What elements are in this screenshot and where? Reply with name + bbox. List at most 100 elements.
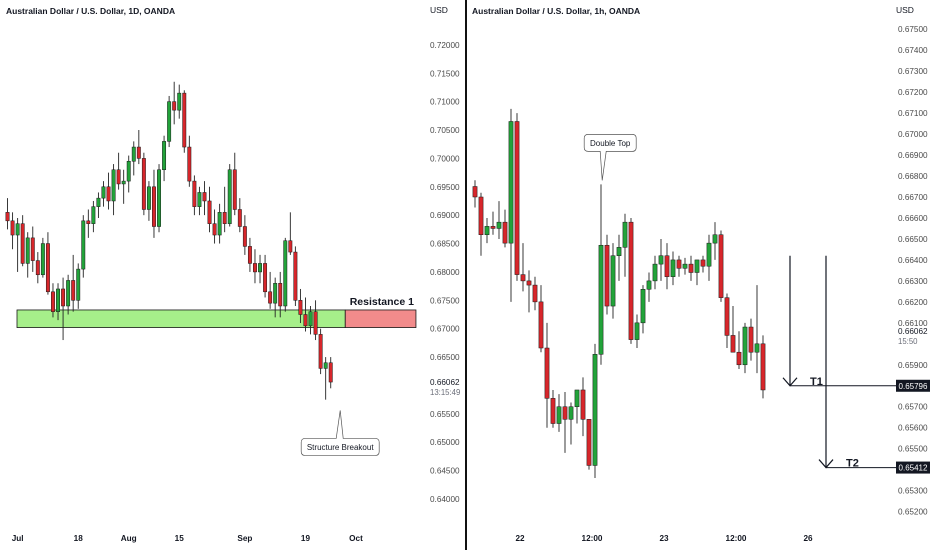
price-tick[interactable]: 0.67300	[898, 67, 928, 76]
price-tick[interactable]: 0.67200	[898, 88, 928, 97]
candle	[694, 259, 700, 286]
price-tick[interactable]: 0.66100	[898, 319, 928, 328]
time-tick[interactable]: 12:00	[726, 534, 747, 543]
candle-body-down	[207, 200, 212, 224]
candle	[162, 135, 167, 182]
price-tick[interactable]: 0.71000	[430, 98, 460, 107]
current-price-label[interactable]: 0.66062	[430, 378, 460, 387]
candle-body-down	[760, 343, 766, 391]
candle	[51, 283, 55, 318]
time-tick[interactable]: Jul	[12, 534, 24, 543]
candle-body-up	[146, 186, 151, 210]
time-tick[interactable]: 19	[301, 534, 311, 543]
candle	[303, 297, 308, 332]
price-tick[interactable]: 0.66600	[898, 214, 928, 223]
time-tick[interactable]: 22	[515, 534, 525, 543]
price-tick[interactable]: 0.64000	[430, 495, 460, 504]
candle	[197, 186, 202, 216]
candle	[66, 274, 71, 315]
price-tick[interactable]: 0.67000	[898, 130, 928, 139]
price-tick[interactable]: 0.66300	[898, 277, 928, 286]
candle-body-up	[283, 240, 288, 307]
candle-body-down	[61, 288, 66, 307]
price-tick[interactable]: 0.65700	[898, 403, 928, 412]
candle	[556, 394, 562, 432]
candle	[520, 243, 526, 292]
candle	[167, 95, 172, 148]
current-price-label[interactable]: 0.66062	[898, 327, 928, 336]
price-tick[interactable]: 0.67500	[430, 296, 460, 305]
price-tick[interactable]: 0.70000	[430, 154, 460, 163]
candle	[71, 254, 76, 312]
price-tick[interactable]: 0.67400	[898, 46, 928, 55]
price-tick[interactable]: 0.67100	[898, 109, 928, 118]
candle	[212, 209, 217, 244]
candle	[532, 276, 538, 311]
price-tick[interactable]: 0.68500	[430, 240, 460, 249]
candle	[586, 419, 592, 470]
candle-body-down	[526, 280, 532, 286]
price-tick[interactable]: 0.66700	[898, 193, 928, 202]
candle	[308, 305, 313, 335]
candle	[20, 215, 25, 267]
candle	[263, 254, 268, 298]
price-tick[interactable]: 0.68000	[430, 268, 460, 277]
price-tick[interactable]: 0.64500	[430, 467, 460, 476]
candle	[141, 152, 146, 216]
candle	[283, 237, 288, 312]
price-tick[interactable]: 0.66800	[898, 172, 928, 181]
resistance-label: Resistance 1	[350, 296, 414, 308]
price-tick[interactable]: 0.67500	[898, 25, 928, 34]
daily-chart-title: Australian Dollar / U.S. Dollar, 1D, OAN…	[6, 6, 175, 16]
daily-time-axis[interactable]: Jul 18 Aug 15 Sep 19 Oct	[12, 534, 363, 543]
price-tick[interactable]: 0.71500	[430, 69, 460, 78]
candle-body-down	[136, 146, 141, 159]
price-tick[interactable]: 0.66900	[898, 151, 928, 160]
hourly-chart-title: Australian Dollar / U.S. Dollar, 1h, OAN…	[472, 6, 640, 16]
price-tick[interactable]: 0.65000	[430, 438, 460, 447]
time-tick[interactable]: 15	[175, 534, 185, 543]
time-tick[interactable]: 26	[803, 534, 813, 543]
candle	[101, 181, 106, 207]
time-tick[interactable]: 18	[74, 534, 84, 543]
candle-body-up	[610, 255, 616, 307]
candle	[172, 81, 177, 125]
candle	[628, 217, 634, 344]
time-tick[interactable]: Aug	[121, 534, 137, 543]
candle-body-down	[232, 169, 237, 210]
candle	[718, 230, 724, 302]
candle	[111, 164, 116, 216]
price-tick[interactable]: 0.66400	[898, 256, 928, 265]
price-tick[interactable]: 0.65500	[430, 410, 460, 419]
price-tick[interactable]: 0.66500	[898, 235, 928, 244]
time-tick[interactable]: Sep	[237, 534, 252, 543]
candle	[288, 212, 293, 255]
daily-price-axis[interactable]: 0.72000 0.71500 0.71000 0.70500 0.70000 0.695…	[430, 41, 460, 504]
candle-body-down	[718, 234, 724, 298]
candle	[646, 272, 652, 302]
double-top-text: Double Top	[590, 139, 631, 148]
time-tick[interactable]: Oct	[349, 534, 363, 543]
price-tick[interactable]: 0.66500	[430, 353, 460, 362]
price-tick[interactable]: 0.69500	[430, 183, 460, 192]
candle-body-up	[66, 280, 71, 307]
price-tick[interactable]: 0.65600	[898, 424, 928, 433]
price-tick[interactable]: 0.66200	[898, 298, 928, 307]
hourly-time-axis[interactable]: 22 12:00 23 12:00 26	[515, 534, 813, 543]
price-tick[interactable]: 0.69000	[430, 211, 460, 220]
price-tick[interactable]: 0.65300	[898, 487, 928, 496]
candle-body-down	[730, 335, 736, 353]
candle-body-down	[116, 169, 121, 185]
candle-body-up	[484, 226, 490, 235]
candle	[136, 130, 141, 165]
price-tick[interactable]: 0.72000	[430, 41, 460, 50]
candle-body-down	[688, 263, 694, 273]
price-tick[interactable]: 0.67000	[430, 325, 460, 334]
price-tick[interactable]: 0.65900	[898, 361, 928, 370]
time-tick[interactable]: 12:00	[582, 534, 603, 543]
price-tick[interactable]: 0.65500	[898, 445, 928, 454]
price-tick[interactable]: 0.65200	[898, 508, 928, 517]
time-tick[interactable]: 23	[659, 534, 669, 543]
price-tick[interactable]: 0.70500	[430, 126, 460, 135]
hourly-price-axis[interactable]: 0.67500 0.67400 0.67300 0.67200 0.67100 0.670…	[898, 25, 928, 516]
